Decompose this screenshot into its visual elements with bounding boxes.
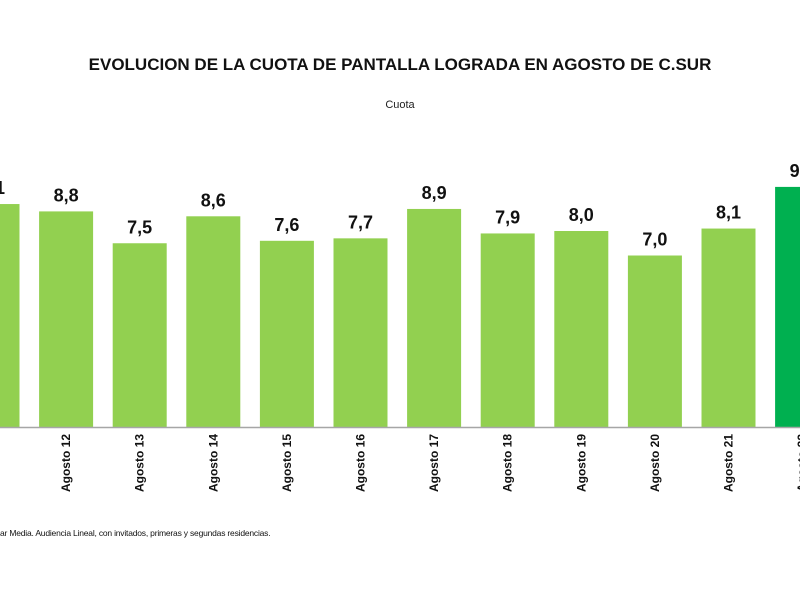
data-label: 7,0 xyxy=(642,230,667,250)
x-tick-label: Agosto 18 xyxy=(501,434,515,492)
data-label: 9,8 xyxy=(790,161,800,181)
data-label: 8,1 xyxy=(716,203,741,223)
bar xyxy=(407,208,462,427)
bar xyxy=(554,231,609,427)
x-tick-label: Agosto 17 xyxy=(427,434,441,492)
x-tick-label: Agosto 19 xyxy=(574,434,588,492)
x-tick-label: Agosto 16 xyxy=(354,434,368,492)
data-label: 8,8 xyxy=(54,185,79,205)
data-label: 7,5 xyxy=(127,217,152,237)
bar xyxy=(627,255,682,427)
data-label: 9,1 xyxy=(0,178,5,198)
x-tick-label: Agosto 14 xyxy=(206,434,220,492)
x-tick-label: Agosto 13 xyxy=(133,434,147,492)
bar xyxy=(775,186,800,427)
data-label: 8,6 xyxy=(201,190,226,210)
x-tick-label: Agosto 22 xyxy=(795,434,800,492)
bar xyxy=(39,211,94,427)
bar xyxy=(112,243,167,427)
data-label: 8,0 xyxy=(569,205,594,225)
x-tick-label: Agosto 12 xyxy=(59,434,73,492)
data-label: 7,6 xyxy=(274,215,299,235)
data-label: 7,7 xyxy=(348,212,373,232)
footnote: ar Media. Audiencia Lineal, con invitado… xyxy=(0,528,271,538)
x-tick-label: Agosto 21 xyxy=(722,434,736,492)
x-tick-label: Agosto 20 xyxy=(648,434,662,492)
chart-title: EVOLUCION DE LA CUOTA DE PANTALLA LOGRAD… xyxy=(88,55,712,74)
data-label: 7,9 xyxy=(495,207,520,227)
bar xyxy=(186,216,241,427)
bar xyxy=(259,240,314,427)
bar xyxy=(701,228,756,427)
data-label: 8,9 xyxy=(422,183,447,203)
chart-subtitle: Cuota xyxy=(385,99,415,111)
bar xyxy=(333,238,388,427)
bar xyxy=(0,204,20,427)
x-tick-label: Agosto 15 xyxy=(280,434,294,492)
bar xyxy=(480,233,535,427)
